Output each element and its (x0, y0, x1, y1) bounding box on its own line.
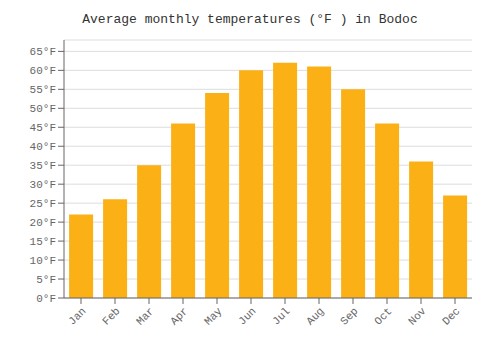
html-text:Average monthly temperatures (: Average monthly temperatures (°F ) in Bo… (82, 12, 418, 27)
svg-text:Aug: Aug (304, 305, 326, 327)
svg-text:Jan: Jan (66, 305, 88, 327)
svg-text:Sep: Sep (338, 305, 360, 327)
svg-text:Feb: Feb (100, 305, 122, 327)
svg-text:35°F: 35°F (30, 160, 56, 172)
svg-text:50°F: 50°F (30, 103, 56, 115)
svg-text:5°F: 5°F (36, 274, 56, 286)
svg-text:Jun: Jun (236, 305, 258, 327)
svg-text:15°F: 15°F (30, 236, 56, 248)
svg-text:20°F: 20°F (30, 217, 56, 229)
svg-text:Dec: Dec (440, 305, 462, 327)
svg-text:Nov: Nov (406, 305, 429, 328)
svg-text:25°F: 25°F (30, 198, 56, 210)
svg-text:60°F: 60°F (30, 65, 56, 77)
svg-text:40°F: 40°F (30, 141, 56, 153)
svg-text:Apr: Apr (168, 305, 190, 327)
svg-text:0°F: 0°F (36, 293, 56, 305)
svg-text:55°F: 55°F (30, 84, 56, 96)
svg-text:65°F: 65°F (30, 46, 56, 58)
svg-text:Oct: Oct (372, 305, 394, 327)
svg-text:Jul: Jul (270, 305, 292, 327)
svg-text:Mar: Mar (134, 305, 156, 327)
svg-text:10°F: 10°F (30, 255, 56, 267)
svg-text:45°F: 45°F (30, 122, 56, 134)
svg-text:May: May (202, 305, 225, 328)
svg-text:30°F: 30°F (30, 179, 56, 191)
